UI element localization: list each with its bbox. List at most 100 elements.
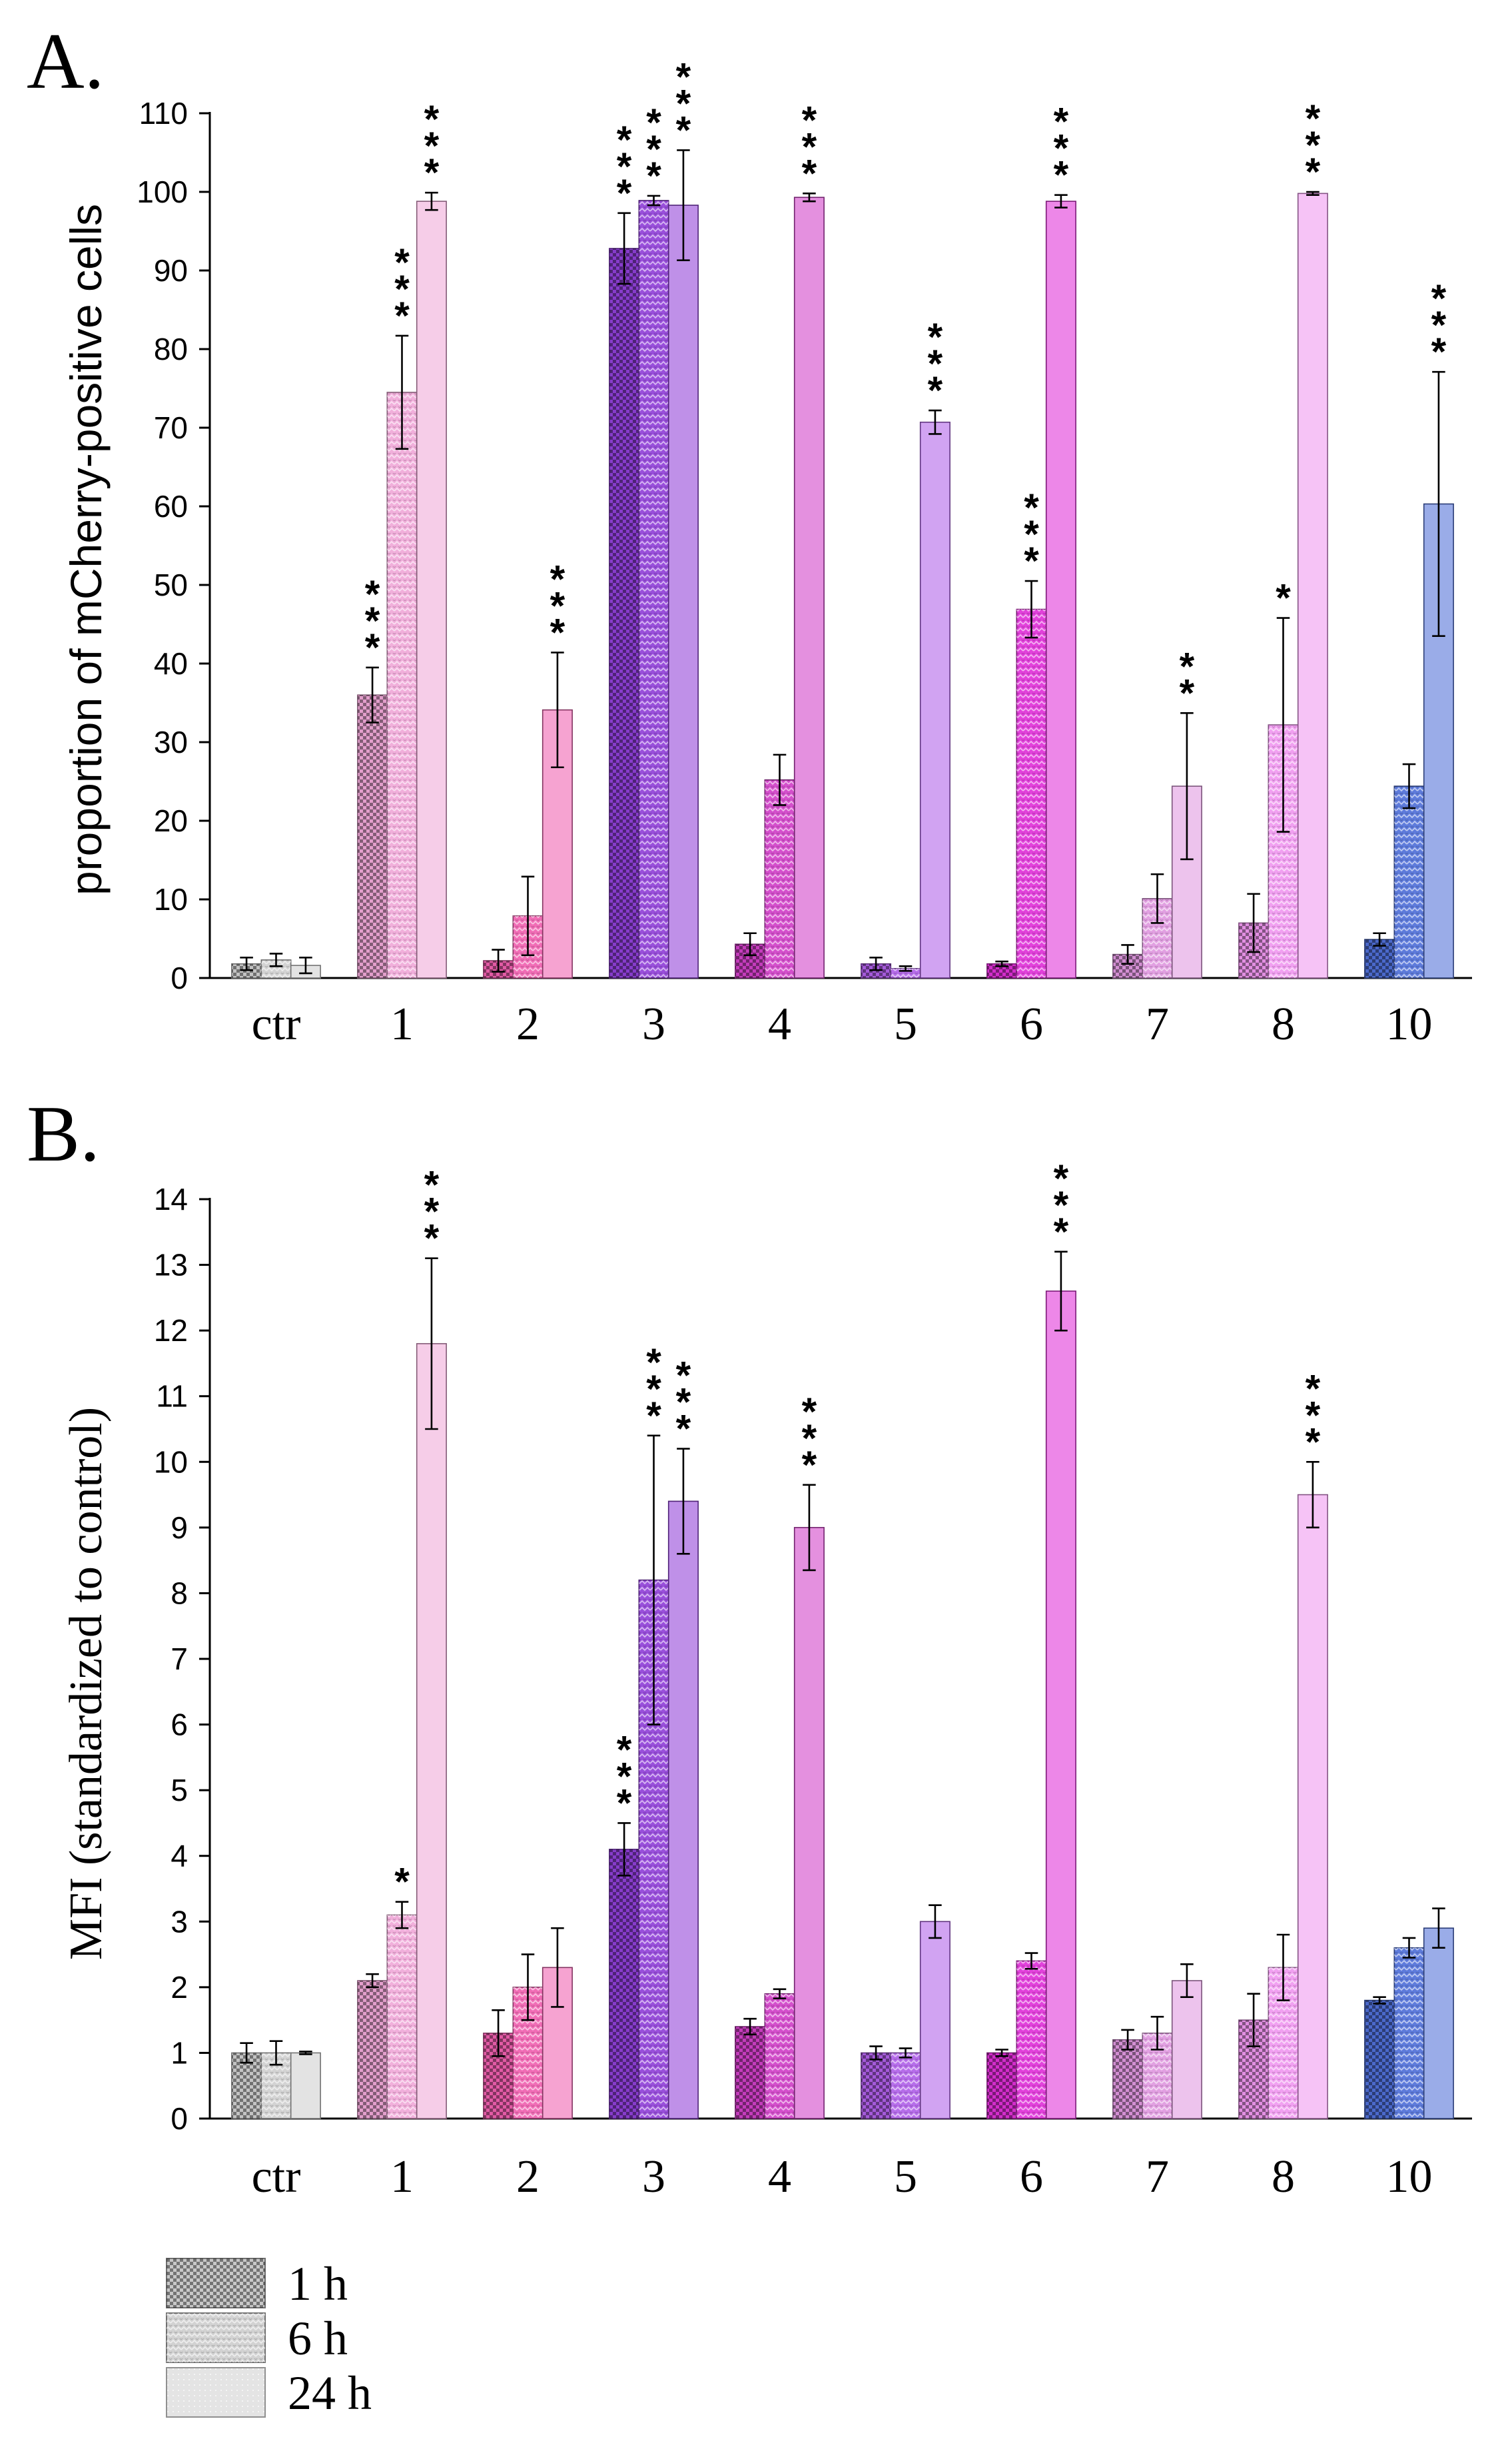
significance-stars: * * * [1306, 1367, 1321, 1464]
y-tick-label: 4 [171, 1839, 188, 1873]
bar-b-ctr-24h [290, 2052, 321, 2119]
y-tick-label: 50 [154, 568, 188, 602]
bar-pattern [986, 963, 1017, 978]
bar-a-1-24h [416, 201, 447, 979]
significance-stars: * * * [424, 98, 440, 195]
bar-pattern [357, 1981, 388, 2119]
y-tick-label: 20 [154, 803, 188, 838]
y-tick-label: 9 [171, 1510, 188, 1545]
y-tick-label: 0 [171, 2101, 188, 2136]
significance-stars: * * * [1054, 1157, 1069, 1254]
chart-panel-a: A. proportion of mCherry-positive cells … [27, 17, 1472, 1050]
y-tick-label: 8 [171, 1576, 188, 1610]
panel-b-y-axis-label: MFI (standardized to control) [61, 1407, 112, 1960]
panel-a-y-axis-label: proportion of mCherry-positive cells [61, 204, 111, 895]
x-tick-label-2: 2 [516, 2151, 540, 2202]
bar-pattern [986, 2053, 1017, 2119]
legend: 1 h 6 h 24 h [166, 2257, 372, 2420]
significance-stars: * * * [802, 1390, 817, 1487]
significance-stars: * * * [617, 1728, 632, 1825]
y-tick-label: 7 [171, 1642, 188, 1676]
legend-label-1h: 1 h [288, 2257, 348, 2310]
y-tick-label: 110 [139, 96, 188, 131]
bar-pattern [891, 968, 921, 978]
bar-pattern [357, 695, 388, 978]
significance-stars: * * * [617, 119, 632, 215]
bar-b-1-24h [416, 1343, 447, 2119]
bar-b-5-24h [919, 1921, 950, 2119]
significance-stars: * [1276, 577, 1291, 620]
significance-stars: * * * [424, 1164, 440, 1260]
bar-pattern [1394, 1947, 1424, 2119]
bar-b-7-24h [1171, 1980, 1202, 2119]
bar-b-3-24h [667, 1500, 699, 2119]
x-tick-label-7: 7 [1146, 999, 1169, 1050]
significance-stars: * * * [676, 55, 691, 152]
chart-panel-b: B. MFI (standardized to control) 0123456… [27, 1089, 1472, 2202]
bar-b-10-24h [1423, 1927, 1454, 2119]
bar-pattern [861, 2053, 891, 2119]
x-tick-label-ctr: ctr [252, 2151, 301, 2202]
x-tick-label-ctr: ctr [252, 999, 301, 1050]
y-tick-label: 40 [154, 646, 188, 681]
significance-stars: * * * [394, 241, 410, 338]
bar-pattern [1112, 2039, 1143, 2119]
significance-stars: * * * [550, 558, 566, 654]
y-tick-label: 90 [154, 253, 188, 288]
y-tick-label: 6 [171, 1707, 188, 1742]
bar-a-4-24h [793, 197, 825, 979]
x-tick-label-3: 3 [642, 2151, 665, 2202]
x-tick-label-6: 6 [1020, 999, 1043, 1050]
y-tick-label: 2 [171, 1970, 188, 2005]
bar-b-6-24h [1045, 1290, 1076, 2119]
y-tick-label: 60 [154, 489, 188, 524]
x-tick-label-6: 6 [1020, 2151, 1043, 2202]
x-tick-label-5: 5 [894, 2151, 917, 2202]
legend-swatch-1h-pattern [167, 2258, 265, 2308]
significance-stars: * [394, 1861, 410, 1904]
panel-b-letter: B. [27, 1089, 100, 1178]
significance-stars: * * * [1431, 277, 1447, 374]
y-tick-label: 13 [154, 1248, 188, 1282]
bar-pattern [639, 200, 669, 979]
significance-stars: * * * [1054, 101, 1069, 197]
x-tick-label-3: 3 [642, 999, 665, 1050]
x-tick-label-10: 10 [1386, 2151, 1433, 2202]
y-tick-label: 80 [154, 332, 188, 366]
bar-pattern [891, 2053, 921, 2119]
bar-pattern [735, 2027, 765, 2119]
legend-item-1h: 1 h [166, 2257, 348, 2310]
significance-stars: * * * [646, 1341, 661, 1438]
y-tick-label: 70 [154, 410, 188, 445]
bar-a-8-24h [1297, 193, 1328, 979]
significance-stars: * * * [1306, 97, 1321, 194]
x-tick-label-4: 4 [768, 2151, 791, 2202]
bar-pattern [1016, 609, 1046, 978]
legend-label-24h: 24 h [288, 2366, 372, 2420]
bar-pattern [1016, 1961, 1046, 2119]
x-tick-label-2: 2 [516, 999, 540, 1050]
y-tick-label: 0 [171, 961, 188, 995]
x-tick-label-8: 8 [1272, 2151, 1295, 2202]
significance-stars: * * * [365, 573, 380, 670]
bar-pattern [609, 1849, 639, 2119]
panel-a-letter: A. [27, 17, 105, 105]
x-tick-label-1: 1 [390, 2151, 414, 2202]
y-tick-label: 1 [171, 2035, 188, 2070]
legend-label-6h: 6 h [288, 2312, 348, 2365]
x-tick-label-5: 5 [894, 999, 917, 1050]
significance-stars: * * * [1024, 486, 1039, 583]
y-tick-label: 5 [171, 1773, 188, 1807]
y-tick-label: 3 [171, 1904, 188, 1939]
y-tick-label: 12 [154, 1313, 188, 1348]
x-tick-label-4: 4 [768, 999, 791, 1050]
bar-a-5-24h [919, 421, 950, 979]
significance-stars: * * * [928, 316, 943, 412]
y-tick-label: 10 [154, 882, 188, 917]
legend-swatch-24h [166, 2367, 266, 2418]
significance-stars: * * * [676, 1354, 691, 1451]
bar-b-4-24h [793, 1527, 825, 2119]
legend-swatch-6h-pattern [167, 2313, 265, 2362]
bar-pattern [231, 2053, 262, 2119]
bar-a-3-24h [667, 205, 699, 979]
